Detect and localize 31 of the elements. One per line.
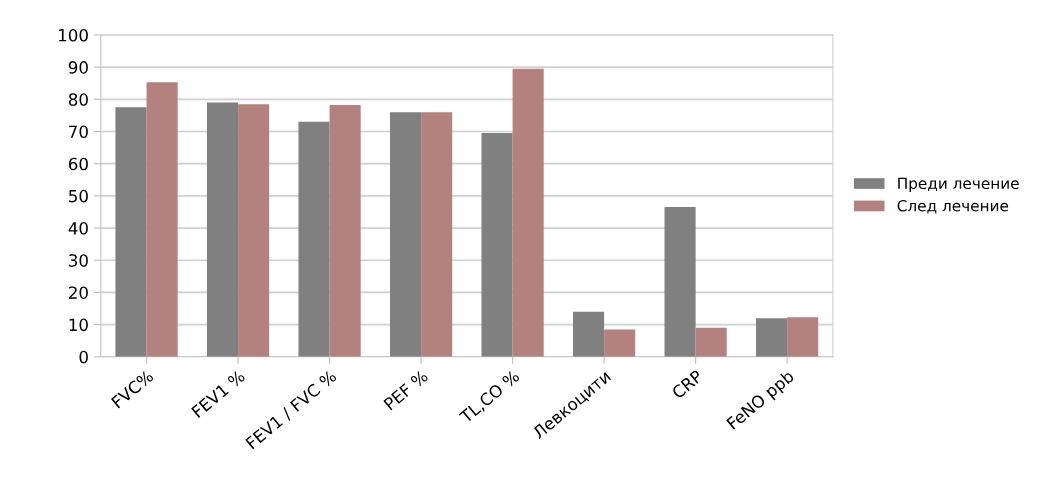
bar xyxy=(298,121,330,357)
bar xyxy=(664,207,696,357)
bar xyxy=(604,329,636,357)
bar xyxy=(421,112,453,357)
x-tick-label: CRP xyxy=(671,369,704,400)
y-tick-label: 0 xyxy=(79,350,88,364)
legend-label: След лечение xyxy=(897,199,1009,214)
bar xyxy=(572,311,605,357)
y-tick-label: 50 xyxy=(69,189,88,203)
bar xyxy=(695,327,727,357)
legend-label: Преди лечение xyxy=(898,177,1019,193)
bar xyxy=(115,107,147,357)
y-tick-label: 30 xyxy=(69,254,88,267)
y-tick-label: 10 xyxy=(69,318,88,332)
y-tick-label: 100 xyxy=(59,28,88,42)
bar xyxy=(146,82,178,357)
bar xyxy=(756,318,788,357)
x-tick-label: PEF % xyxy=(383,369,429,411)
bar xyxy=(512,68,544,357)
bar xyxy=(787,317,819,357)
y-tick-label: 80 xyxy=(68,93,88,106)
bar xyxy=(389,112,422,357)
y-tick-label: 60 xyxy=(68,157,88,171)
bar xyxy=(481,133,513,357)
y-tick-label: 40 xyxy=(68,222,88,235)
y-tick-label: 20 xyxy=(69,286,88,299)
y-tick-label: 90 xyxy=(68,61,88,74)
bar xyxy=(206,102,239,357)
bar xyxy=(238,104,270,357)
y-tick-label: 70 xyxy=(69,125,88,139)
bar xyxy=(329,105,361,357)
